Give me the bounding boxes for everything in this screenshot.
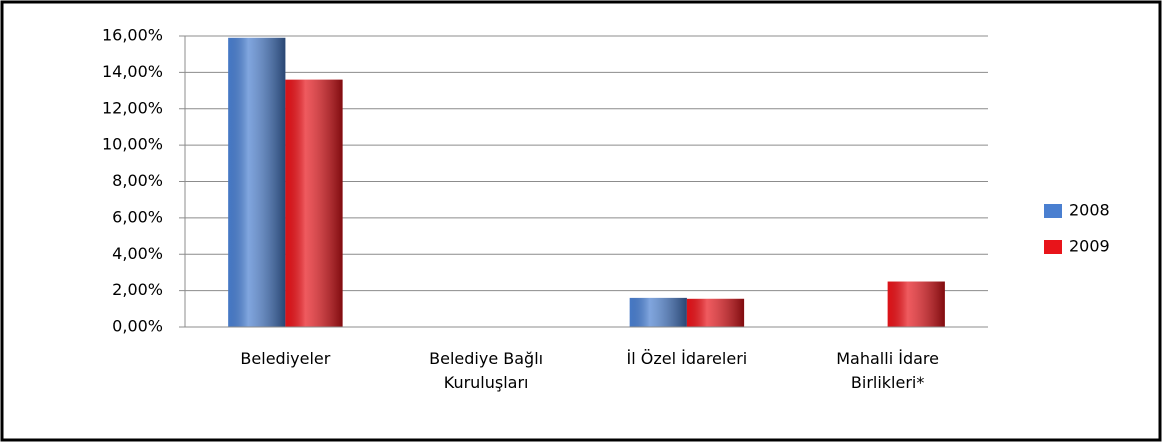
- bar: [686, 298, 745, 327]
- y-tick-label: 4,00%: [112, 244, 163, 263]
- bar: [285, 79, 343, 328]
- x-tick-label: Mahalli İdare Birlikleri*: [836, 349, 939, 392]
- bar: [629, 297, 687, 327]
- y-tick-label: 10,00%: [102, 135, 163, 154]
- y-tick-label: 2,00%: [112, 280, 163, 299]
- legend-swatch: [1044, 240, 1062, 254]
- y-tick-label: 12,00%: [102, 98, 163, 117]
- x-tick-label: Belediyeler: [240, 349, 331, 368]
- y-tick-label: 14,00%: [102, 62, 163, 81]
- y-tick-label: 8,00%: [112, 171, 163, 190]
- legend-label: 2008: [1069, 201, 1110, 220]
- bar: [887, 281, 945, 327]
- legend-swatch: [1044, 204, 1062, 218]
- bar: [228, 37, 286, 327]
- y-tick-label: 16,00%: [102, 26, 163, 45]
- x-tick-label: İl Özel İdareleri: [626, 349, 748, 368]
- y-tick-label: 6,00%: [112, 207, 163, 226]
- x-tick-label: Belediye Bağlı Kuruluşları: [429, 349, 544, 392]
- y-tick-label: 0,00%: [112, 317, 163, 336]
- legend-label: 2009: [1069, 237, 1110, 256]
